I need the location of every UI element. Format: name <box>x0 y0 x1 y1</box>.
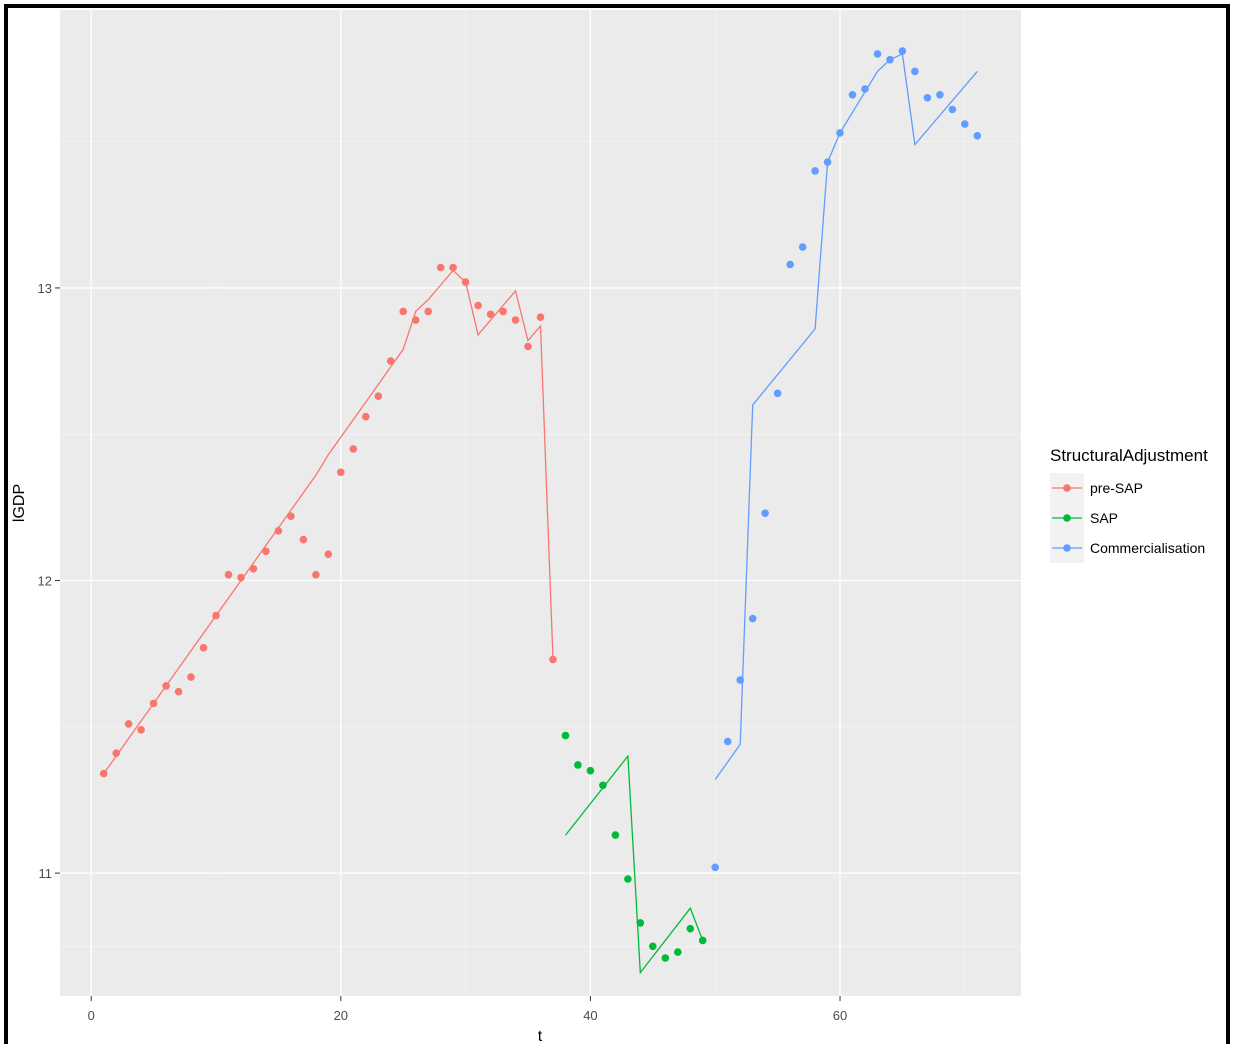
image-border <box>4 4 1230 1044</box>
data-point <box>362 412 370 421</box>
data-point <box>262 547 270 556</box>
data-point <box>836 129 844 137</box>
legend-title: StructuralAdjustment <box>1050 446 1208 465</box>
data-point <box>649 942 657 951</box>
data-point <box>923 94 932 102</box>
data-point <box>212 611 220 620</box>
data-point <box>973 132 982 140</box>
data-point <box>112 749 120 757</box>
data-point <box>936 91 944 99</box>
data-point <box>162 682 170 690</box>
data-point <box>698 936 707 945</box>
data-point <box>961 120 969 128</box>
data-point <box>786 260 794 269</box>
x-tick-label: 40 <box>583 1008 597 1023</box>
data-point <box>848 91 857 99</box>
data-point <box>624 875 632 883</box>
x-tick-label: 60 <box>833 1008 847 1023</box>
series-line-sap <box>564 754 704 975</box>
y-tick-label: 12 <box>38 574 52 589</box>
data-point <box>137 726 145 734</box>
data-point <box>461 278 470 286</box>
data-point <box>436 263 445 272</box>
data-point <box>424 307 433 316</box>
data-points <box>99 47 982 962</box>
data-point <box>237 573 245 582</box>
data-point <box>324 550 333 558</box>
data-point <box>574 761 582 769</box>
legend-key-point <box>1063 514 1071 522</box>
data-point <box>187 673 195 681</box>
y-axis: 11 12 13 <box>38 281 60 881</box>
series-line-pre-sap <box>103 269 554 774</box>
data-point <box>386 357 395 365</box>
x-axis-label: t <box>538 1028 543 1042</box>
data-point <box>686 924 695 933</box>
data-point <box>224 570 233 579</box>
data-point <box>748 614 757 623</box>
data-point <box>948 105 957 114</box>
data-point <box>536 313 545 322</box>
data-point <box>711 863 719 872</box>
legend: StructuralAdjustment pre-SAP SAP Commercia… <box>1050 446 1208 563</box>
x-tick-label: 20 <box>334 1008 348 1023</box>
data-point <box>374 392 383 401</box>
data-point <box>773 389 782 398</box>
data-point <box>861 85 869 93</box>
data-point <box>674 948 682 956</box>
data-point <box>337 468 345 477</box>
data-point <box>911 67 919 76</box>
data-point <box>449 263 457 272</box>
legend-label: Commercialisation <box>1090 540 1205 556</box>
data-point <box>886 55 894 64</box>
data-point <box>299 535 308 544</box>
legend-label: SAP <box>1090 510 1118 526</box>
x-axis: 0 20 40 60 <box>88 996 847 1023</box>
data-point <box>636 919 645 927</box>
data-point <box>274 527 283 535</box>
data-point <box>873 50 882 58</box>
data-point <box>124 720 133 728</box>
data-point <box>349 445 358 453</box>
data-point <box>823 158 832 166</box>
legend-key-point <box>1063 484 1071 492</box>
data-point <box>524 342 532 351</box>
data-point <box>586 766 595 775</box>
data-point <box>549 655 557 664</box>
data-point <box>99 769 108 778</box>
data-point <box>611 831 620 839</box>
grid-lines <box>60 10 1021 996</box>
data-point <box>312 570 320 579</box>
data-point <box>149 699 158 708</box>
data-point <box>486 310 495 319</box>
data-point <box>287 512 295 520</box>
data-point <box>411 316 420 324</box>
data-point <box>399 307 408 316</box>
plot-panel <box>60 10 1021 996</box>
data-point <box>761 509 769 517</box>
x-tick-label: 0 <box>88 1008 95 1023</box>
legend-label: pre-SAP <box>1090 480 1143 496</box>
data-point <box>511 316 520 324</box>
data-point <box>736 676 744 684</box>
y-tick-label: 13 <box>38 281 52 296</box>
data-point <box>811 167 819 175</box>
y-axis-label: lGDP <box>11 484 28 522</box>
data-point <box>249 565 258 573</box>
data-point <box>561 731 570 740</box>
data-point <box>599 781 607 790</box>
data-point <box>199 644 208 652</box>
y-tick-label: 11 <box>39 866 53 881</box>
data-point <box>898 47 907 55</box>
data-point <box>499 307 507 316</box>
data-point <box>174 687 183 696</box>
data-point <box>723 737 732 746</box>
data-point <box>798 243 807 251</box>
legend-key-point <box>1063 544 1071 552</box>
data-point <box>661 954 670 962</box>
data-point <box>474 301 482 310</box>
